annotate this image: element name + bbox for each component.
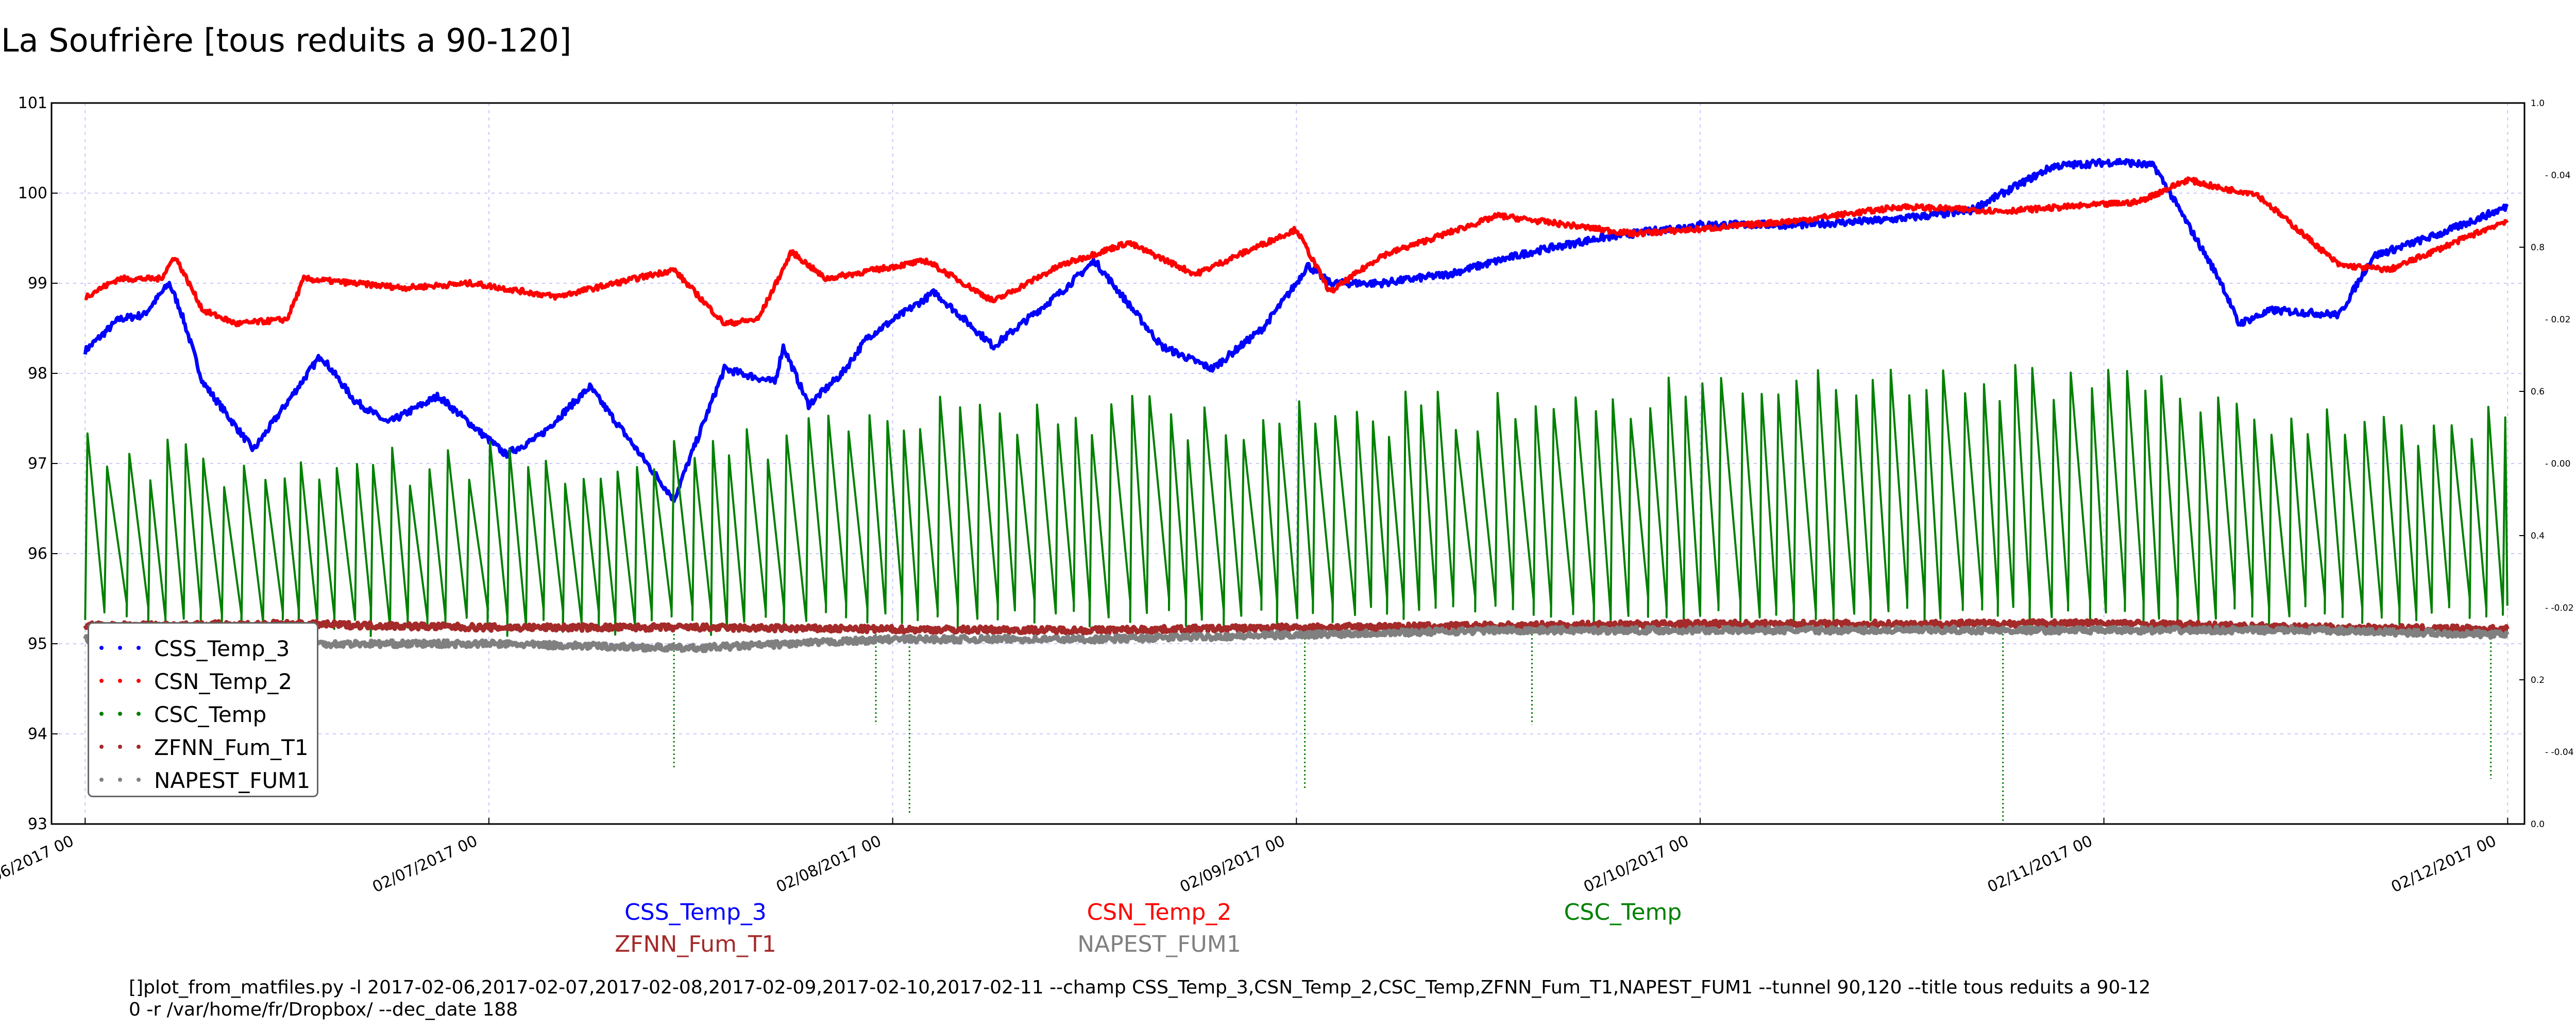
axis-legend-css-temp-3: CSS_Temp_3 [624, 899, 767, 925]
axis-legend-csc-temp: CSC_Temp [1564, 899, 1682, 925]
right-minor-tick-label: - 0.02 [2545, 315, 2570, 325]
x-tick-label: 02/08/2017 00 [773, 832, 884, 897]
legend-swatch [99, 712, 141, 717]
right-minor-tick-label: - -0.04 [2545, 747, 2574, 758]
y-tick-label: 100 [18, 184, 47, 202]
x-tick-label: 02/09/2017 00 [1177, 832, 1288, 897]
right-tick-label: 0.0 [2531, 819, 2545, 830]
series-line-css-temp-3 [83, 158, 2509, 503]
y-tick-label: 93 [28, 815, 47, 833]
right-tick-label: 0.4 [2531, 531, 2545, 541]
legend-item-napest-fum1: NAPEST_FUM1 [99, 764, 317, 797]
y-tick-label: 94 [28, 725, 47, 743]
series-line-zfnn-fum-t1 [83, 617, 2510, 636]
legend-swatch [99, 646, 141, 651]
axis-legend-csn-temp-2: CSN_Temp_2 [1087, 899, 1232, 925]
legend-swatch [99, 778, 141, 783]
axis-legend-zfnn-fum-t1: ZFNN_Fum_T1 [615, 931, 776, 957]
right-minor-tick-label: - -0.02 [2545, 603, 2574, 613]
command-line-1: []plot_from_matfiles.py -l 2017-02-06,20… [129, 977, 2151, 998]
series-line-csn-temp-2 [84, 176, 2509, 328]
legend-item-css-temp-3: CSS_Temp_3 [99, 632, 317, 665]
x-tick-label: 02/12/2017 00 [2388, 832, 2499, 897]
y-tick-label: 101 [18, 94, 47, 112]
right-minor-tick-label: - 0.04 [2545, 170, 2570, 181]
legend-label: CSC_Temp [154, 701, 267, 727]
command-line: []plot_from_matfiles.py -l 2017-02-06,20… [129, 976, 2150, 1021]
legend: CSS_Temp_3 CSN_Temp_2 CSC_Temp ZFNN_Fum_T1 N… [88, 622, 318, 797]
legend-item-csc-temp: CSC_Temp [99, 698, 317, 731]
command-line-2: 0 -r /var/home/fr/Dropbox/ --dec_date 18… [129, 999, 518, 1020]
x-tick-label: 02/06/2017 00 [0, 832, 77, 897]
right-tick-label: 0.6 [2531, 387, 2545, 397]
legend-swatch [99, 745, 141, 750]
legend-label: CSN_Temp_2 [154, 668, 293, 694]
y-tick-label: 97 [28, 455, 47, 473]
series-line-csc-temp [84, 364, 2509, 637]
right-tick-label: 1.0 [2531, 98, 2545, 109]
y-tick-label: 98 [28, 365, 47, 383]
legend-swatch [99, 679, 141, 684]
legend-label: NAPEST_FUM1 [154, 767, 311, 793]
y-tick-label: 95 [28, 635, 47, 653]
legend-label: ZFNN_Fum_T1 [154, 734, 309, 760]
legend-label: CSS_Temp_3 [154, 636, 290, 661]
grid [52, 103, 2524, 824]
y-tick-label: 99 [28, 274, 47, 293]
legend-item-zfnn-fum-t1: ZFNN_Fum_T1 [99, 731, 317, 764]
x-tick-label: 02/10/2017 00 [1581, 832, 1692, 897]
right-tick-label: 0.2 [2531, 675, 2545, 685]
legend-item-csn-temp-2: CSN_Temp_2 [99, 665, 317, 698]
chart-title: La Soufrière [tous reduits a 90-120] [1, 22, 572, 59]
series-layer [83, 158, 2510, 824]
right-minor-tick-label: - 0.00 [2545, 459, 2570, 469]
x-tick-label: 02/11/2017 00 [1985, 832, 2095, 897]
right-tick-label: 0.8 [2531, 243, 2545, 253]
x-tick-label: 02/07/2017 00 [370, 832, 481, 897]
y-tick-label: 96 [28, 545, 47, 563]
axis-legend-napest-fum1: NAPEST_FUM1 [1077, 931, 1241, 957]
series-line-napest-fum1 [83, 625, 2510, 654]
